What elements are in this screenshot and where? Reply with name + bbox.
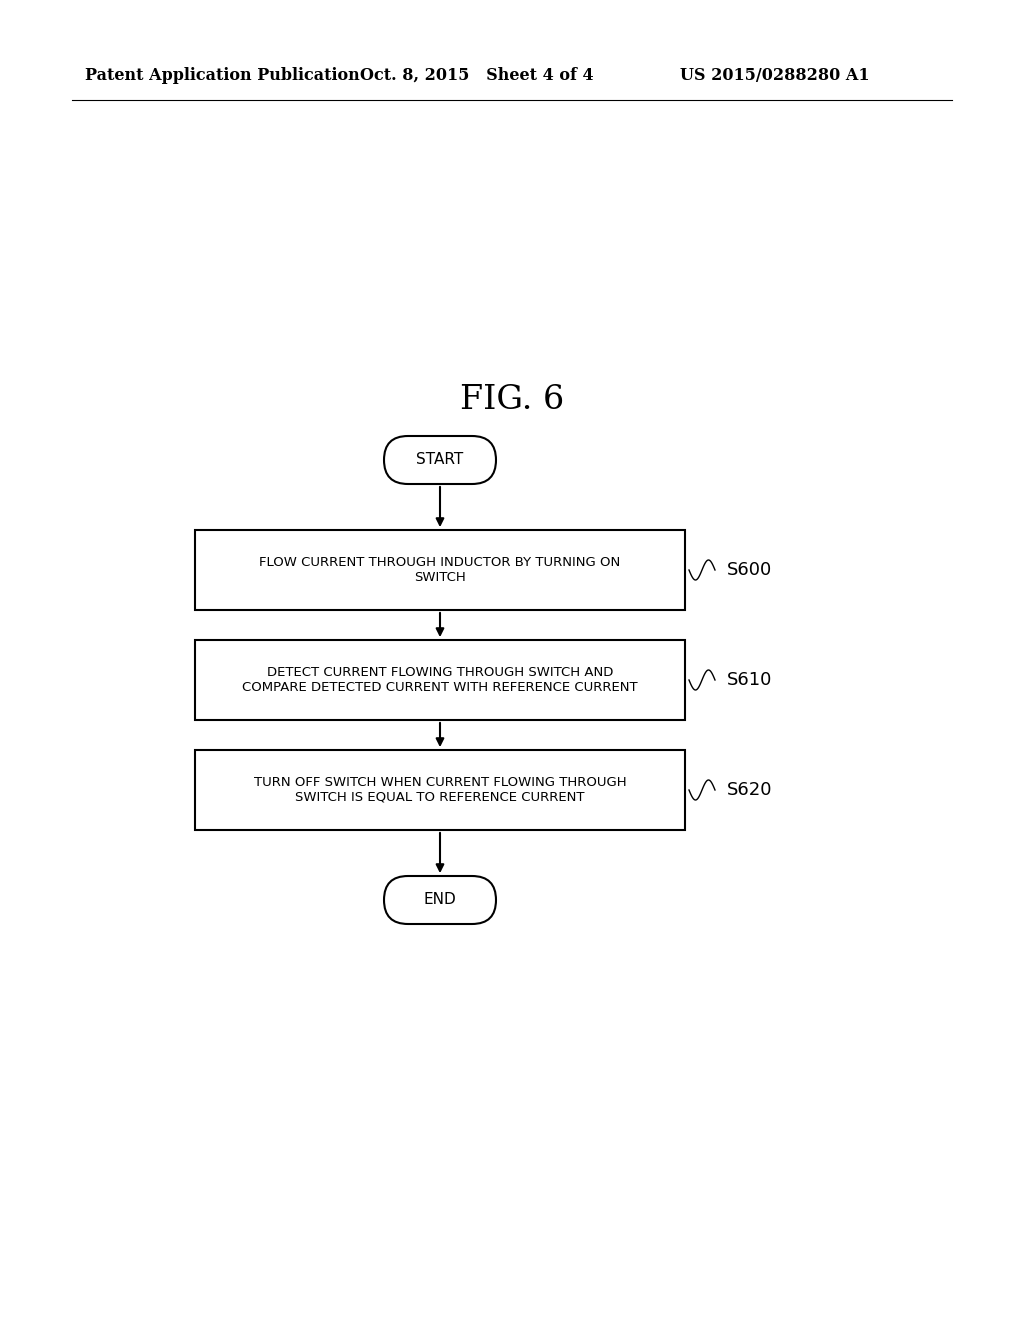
Text: FLOW CURRENT THROUGH INDUCTOR BY TURNING ON
SWITCH: FLOW CURRENT THROUGH INDUCTOR BY TURNING… — [259, 556, 621, 583]
Text: TURN OFF SWITCH WHEN CURRENT FLOWING THROUGH
SWITCH IS EQUAL TO REFERENCE CURREN: TURN OFF SWITCH WHEN CURRENT FLOWING THR… — [254, 776, 627, 804]
FancyBboxPatch shape — [384, 876, 496, 924]
FancyBboxPatch shape — [195, 640, 685, 719]
FancyBboxPatch shape — [384, 436, 496, 484]
Text: S620: S620 — [727, 781, 772, 799]
Text: FIG. 6: FIG. 6 — [460, 384, 564, 416]
Text: S610: S610 — [727, 671, 772, 689]
Text: Patent Application Publication: Patent Application Publication — [85, 66, 359, 83]
FancyBboxPatch shape — [195, 531, 685, 610]
Text: DETECT CURRENT FLOWING THROUGH SWITCH AND
COMPARE DETECTED CURRENT WITH REFERENC: DETECT CURRENT FLOWING THROUGH SWITCH AN… — [243, 667, 638, 694]
Text: START: START — [417, 453, 464, 467]
Text: US 2015/0288280 A1: US 2015/0288280 A1 — [680, 66, 869, 83]
Text: END: END — [424, 892, 457, 908]
FancyBboxPatch shape — [195, 750, 685, 830]
Text: Oct. 8, 2015   Sheet 4 of 4: Oct. 8, 2015 Sheet 4 of 4 — [360, 66, 594, 83]
Text: S600: S600 — [727, 561, 772, 579]
